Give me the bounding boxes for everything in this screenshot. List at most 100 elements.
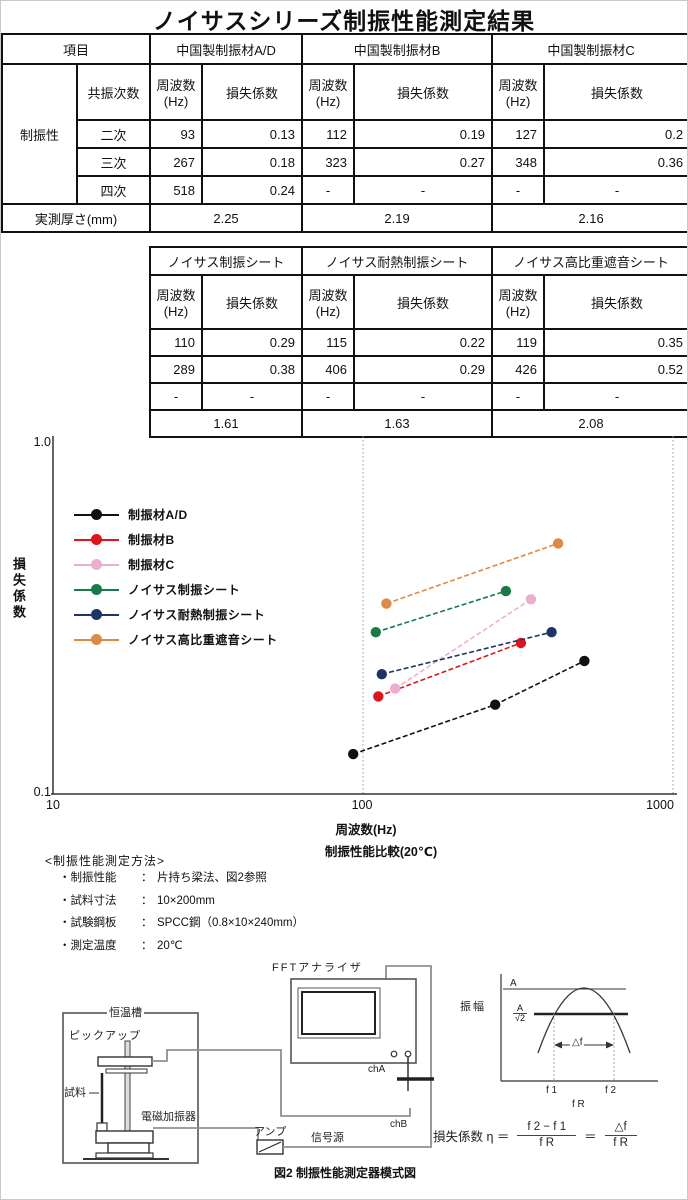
method-label: ・測定温度 <box>59 939 117 952</box>
legend-dot <box>91 634 102 645</box>
t2-value-cell: 426 <box>491 355 545 384</box>
table-china-materials: 項目 中国製制振材A/D 中国製制振材B 中国製制振材C 制振性 共振次数 周波数 (Hz) 損… <box>1 33 687 233</box>
legend-item: ノイサス耐熱制振シート <box>74 602 278 627</box>
connector-a-icon <box>390 1050 398 1058</box>
formula-equals: ＝ <box>584 1130 597 1145</box>
t1-item-header: 項目 <box>1 33 152 65</box>
table-row: 制振性 共振次数 周波数 (Hz) 損失係数 周波数 (Hz) 損失係数 周波数 (Hz) 損失係数 <box>1 63 687 205</box>
chart-series-line <box>394 598 532 690</box>
t1-value-cell: 0.27 <box>353 147 494 177</box>
formula-den2: f R <box>613 1137 628 1150</box>
t1-value-cell: 518 <box>149 175 204 205</box>
amp-symbol <box>258 1141 282 1153</box>
x-tick-1000: 1000 <box>646 798 674 812</box>
t1-value-cell: - <box>301 175 356 205</box>
t1-material-header: 中国製制振材A/D <box>149 33 304 65</box>
t2-sheet-header: ノイサス耐熱制振シート <box>301 246 493 276</box>
figure-caption: 図2 制振性能測定器模式図 <box>273 1166 416 1180</box>
t2-value-cell: - <box>491 382 545 411</box>
legend-label: ノイサス高比重遮音シート <box>128 633 278 647</box>
t2-value-cell: - <box>353 382 493 411</box>
t1-freq-header: 周波数 (Hz) <box>491 63 546 121</box>
half-power-fraction: A √2 <box>513 1003 527 1024</box>
legend-dot <box>91 609 102 620</box>
table-row: 三次 267 0.18 323 0.27 348 0.36 <box>2 147 687 177</box>
legend-dot <box>91 559 102 570</box>
method-separator: ： <box>141 917 153 929</box>
t1-thickness-value: 2.25 <box>149 203 304 233</box>
t1-loss-header: 損失係数 <box>543 63 687 121</box>
t2-loss-header: 損失係数 <box>353 274 493 330</box>
formula-num2: △f <box>604 1121 637 1137</box>
f2-label: f 2 <box>605 1085 617 1096</box>
legend-item: ノイサス制振シート <box>74 577 278 602</box>
delta-f-label: △f <box>570 1037 585 1048</box>
legend-item: 制振材B <box>74 527 278 552</box>
exciter-base <box>95 1152 154 1159</box>
t1-thickness-label: 実測厚さ(mm) <box>1 203 152 233</box>
method-label: ・制振性能 <box>59 872 117 884</box>
t2-value-cell: 406 <box>301 355 355 384</box>
t2-loss-header: 損失係数 <box>201 274 303 330</box>
table-noisus-sheets: ノイサス制振シート ノイサス耐熱制振シート ノイサス高比重遮音シート 周波数 (Hz) 損… <box>149 246 687 438</box>
arrowhead-left-icon <box>554 1041 562 1049</box>
t2-value-cell: 0.29 <box>201 328 303 357</box>
methods-heading: <制振性能測定方法> <box>45 854 166 868</box>
t2-value-cell: 0.29 <box>353 355 493 384</box>
table-row: ------ <box>149 382 687 411</box>
amplitude-label: 振幅 <box>460 1001 486 1013</box>
chart-data-point <box>390 683 401 694</box>
chart-series-line <box>386 542 559 605</box>
formula-fraction-1: f 2 − f 1 f R <box>517 1121 577 1150</box>
y-axis-label: 損失係数 <box>11 557 26 621</box>
fr-label: f R <box>572 1099 585 1110</box>
legend-dot <box>91 534 102 545</box>
t1-group-label: 制振性 <box>1 63 78 205</box>
t1-mode-cell: 二次 <box>75 119 152 149</box>
half-power-denominator: √2 <box>513 1013 527 1024</box>
peak-a-label: A <box>510 978 517 989</box>
chamber-label: 恒温槽 <box>107 1007 144 1020</box>
resonance-curve <box>537 987 631 1054</box>
t2-value-cell: - <box>201 382 303 411</box>
exciter-body <box>107 1142 150 1154</box>
method-separator: ： <box>141 894 153 907</box>
t1-value-cell: 0.13 <box>201 119 304 149</box>
formula-fraction-2: △f f R <box>604 1121 637 1150</box>
t1-value-cell: 0.24 <box>201 175 304 205</box>
chart-series-line <box>381 631 552 675</box>
method-value: 20℃ <box>157 939 183 952</box>
methods-list: ・制振性能 ： 片持ち梁法、図2参照 ・試料寸法 ： 10×200mm ・試験鋼板 ： SPCC… <box>59 867 389 957</box>
t1-value-cell: 0.2 <box>543 119 687 149</box>
chart-data-point <box>348 748 359 760</box>
t2-freq-header: 周波数 (Hz) <box>149 274 203 330</box>
legend-label: ノイサス耐熱制振シート <box>128 608 266 622</box>
t2-freq-header: 周波数 (Hz) <box>301 274 355 330</box>
table-row: 110 0.29 115 0.22 119 0.35 <box>149 328 687 357</box>
fft-screen-outer <box>297 987 381 1039</box>
chart-caption: 制振性能比較(20℃) <box>324 845 438 859</box>
t1-freq-header: 周波数 (Hz) <box>149 63 204 121</box>
signal-wire <box>283 965 432 1148</box>
exciter-top <box>95 1130 154 1144</box>
legend-line-marker-icon <box>74 584 119 595</box>
table-row: 1.61 1.63 2.08 <box>149 409 687 438</box>
t1-loss-header: 損失係数 <box>201 63 304 121</box>
sample-tip-block <box>96 1122 108 1132</box>
table-row: 二次 93 0.13 112 0.19 127 0.2 <box>2 119 687 149</box>
t1-thickness-value: 2.16 <box>491 203 687 233</box>
fft-screen <box>301 991 376 1035</box>
y-tick-bottom: 0.1 <box>33 785 51 799</box>
t2-thickness-value: 2.08 <box>491 409 687 438</box>
pickup-arm <box>97 1056 153 1067</box>
chart-legend: 制振材A/D 制振材B 制振材C ノイサス制振シート ノイサス耐熱制振シート ノイサス高比… <box>74 502 278 652</box>
method-separator: ： <box>141 872 153 884</box>
t1-value-cell: - <box>491 175 546 205</box>
t1-value-cell: 0.36 <box>543 147 687 177</box>
x-tick-10: 10 <box>46 798 60 812</box>
t1-loss-header: 損失係数 <box>353 63 494 121</box>
method-row: ・制振性能 ： 片持ち梁法、図2参照 <box>59 867 389 890</box>
method-separator: ： <box>141 939 153 952</box>
x-tick-100: 100 <box>351 798 373 812</box>
